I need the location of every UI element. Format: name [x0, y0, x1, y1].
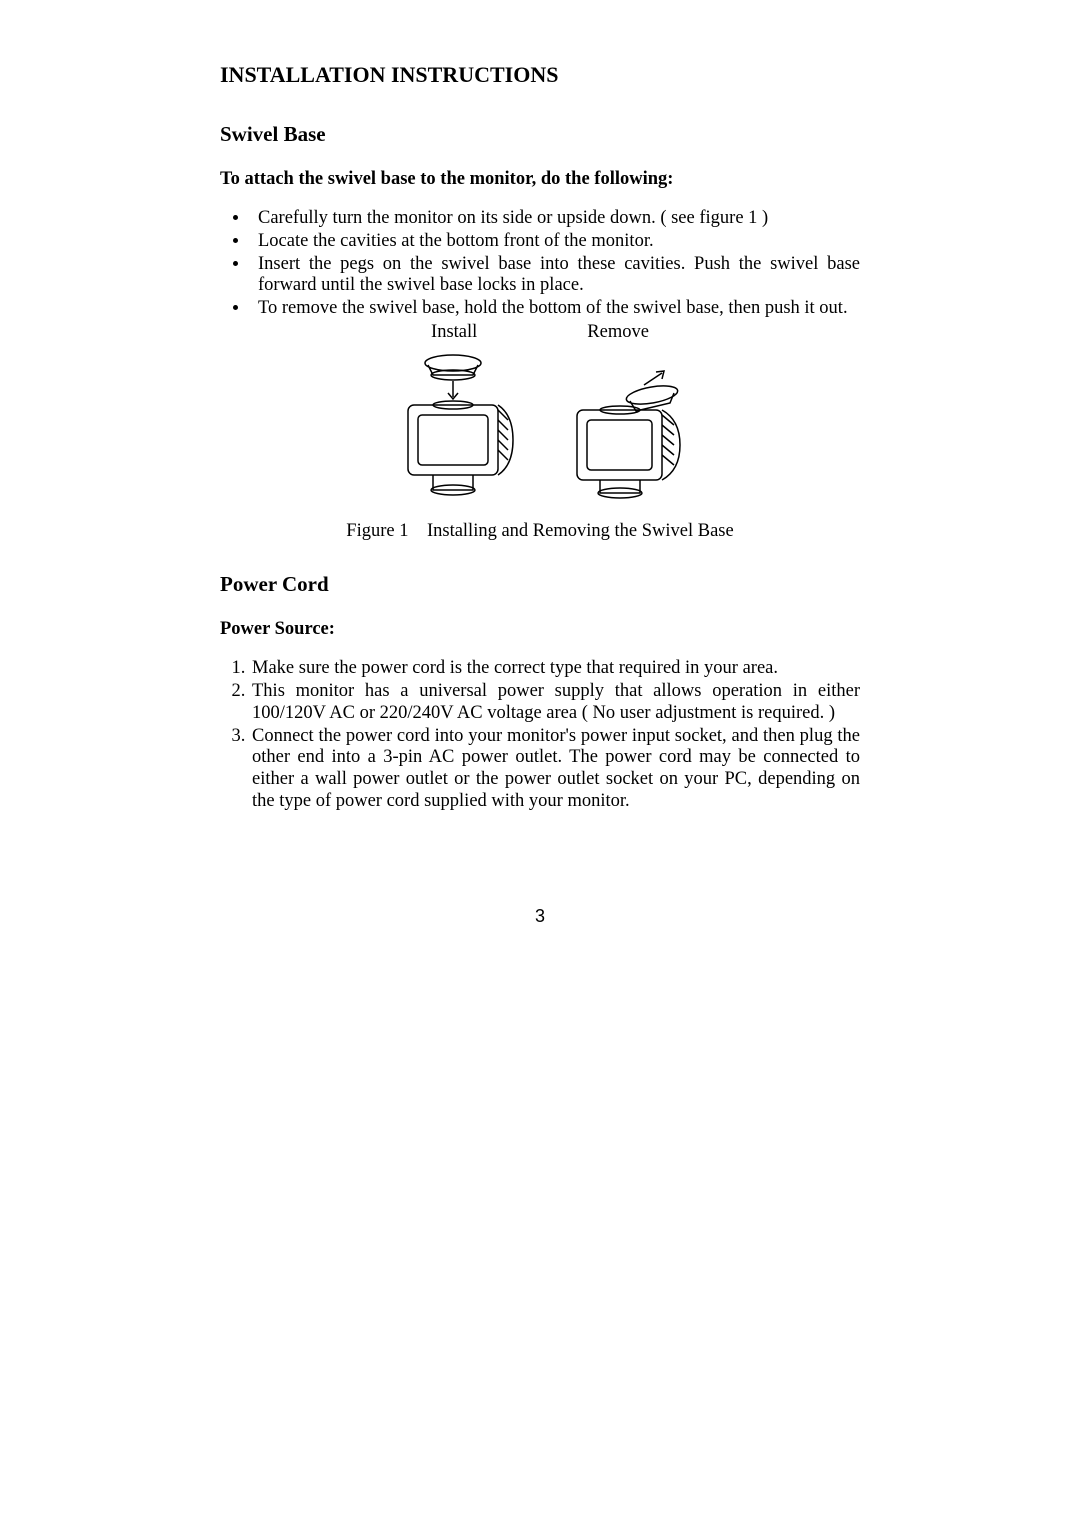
subheading-power-source: Power Source:	[220, 619, 860, 640]
figure-1: Install Remove	[220, 322, 860, 542]
list-item: This monitor has a universal power suppl…	[250, 681, 860, 725]
list-item: Carefully turn the monitor on its side o…	[250, 208, 860, 230]
install-monitor-icon	[378, 345, 528, 505]
document-page: INSTALLATION INSTRUCTIONS Swivel Base To…	[0, 0, 1080, 1528]
remove-monitor-icon	[552, 345, 702, 505]
figure-label-install: Install	[431, 322, 477, 343]
section-heading-swivel-base: Swivel Base	[220, 122, 860, 147]
list-item: To remove the swivel base, hold the bott…	[250, 298, 860, 320]
section-heading-power-cord: Power Cord	[220, 572, 860, 597]
figure-label-remove: Remove	[587, 322, 649, 343]
list-item: Connect the power cord into your monitor…	[250, 726, 860, 813]
page-title: INSTALLATION INSTRUCTIONS	[220, 62, 860, 88]
list-item: Locate the cavities at the bottom front …	[250, 231, 860, 253]
page-number: 3	[0, 906, 1080, 927]
swivel-base-steps: Carefully turn the monitor on its side o…	[220, 208, 860, 320]
swivel-base-intro: To attach the swivel base to the monitor…	[220, 169, 860, 190]
power-source-steps: Make sure the power cord is the correct …	[220, 658, 860, 813]
list-item: Make sure the power cord is the correct …	[250, 658, 860, 680]
list-item: Insert the pegs on the swivel base into …	[250, 254, 860, 298]
figure-caption: Figure 1 Installing and Removing the Swi…	[220, 521, 860, 542]
